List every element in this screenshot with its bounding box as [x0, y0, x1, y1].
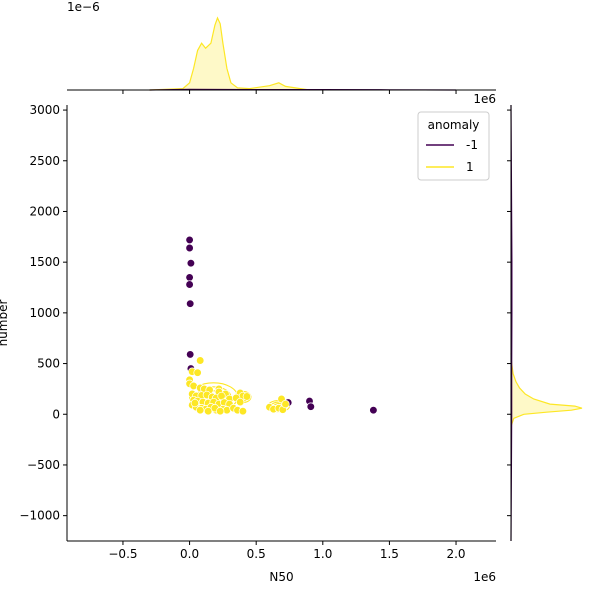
scatter-point--1 — [186, 350, 195, 359]
legend-label--1: -1 — [466, 138, 478, 152]
scatter-point--1 — [186, 259, 196, 268]
scatter-point-1 — [281, 399, 290, 409]
scatter-point-1 — [236, 397, 245, 407]
scatter-point--1 — [186, 299, 195, 308]
x-tick-label: 2.0 — [446, 547, 465, 561]
right-marginal-kde-line--1 — [510, 104, 513, 542]
y-offset-label: 1e6 — [473, 92, 496, 106]
y-tick-label: 2500 — [29, 154, 60, 168]
legend-label-1: 1 — [466, 160, 474, 174]
x-tick-label: 0.0 — [180, 547, 199, 561]
top-marginal-offset-label: 1e−6 — [67, 0, 100, 14]
scatter-point--1 — [369, 406, 378, 415]
x-tick-label: 1.5 — [380, 547, 399, 561]
scatter-point-1 — [190, 398, 200, 408]
x-axis-label: N50 — [269, 570, 293, 584]
scatter-point-1 — [196, 356, 205, 365]
x-offset-label: 1e6 — [473, 570, 496, 584]
right-marginal-plot — [510, 104, 583, 542]
y-tick-label: 0 — [52, 407, 60, 421]
y-axis-label: number — [0, 300, 10, 347]
y-tick-label: −1000 — [19, 509, 60, 523]
scatter-point-1 — [193, 368, 202, 377]
scatter-point-1 — [242, 392, 252, 401]
y-tick-label: 3000 — [29, 103, 60, 117]
scatter-point--1 — [185, 280, 194, 289]
y-tick-label: 500 — [37, 357, 60, 371]
scatter-point--1 — [185, 273, 194, 282]
scatter-point--1 — [185, 243, 194, 253]
axes: −0.5 0.0 0.5 1.0 1.5 2.0 −1000 −500 0 500 1000 1500… — [0, 0, 512, 584]
scatter-point--1 — [306, 402, 315, 411]
right-marginal-kde-fill-1 — [511, 353, 582, 427]
x-tick-label: 0.5 — [247, 547, 266, 561]
top-marginal-kde-line-1 — [149, 16, 310, 91]
x-tick-label: 1.0 — [313, 547, 332, 561]
top-marginal-plot — [149, 16, 457, 91]
scatter-point-1 — [204, 407, 213, 416]
scatter-point--1 — [185, 235, 194, 245]
y-tick-label: 1500 — [29, 255, 60, 269]
scatter-point-1 — [216, 407, 225, 416]
x-tick-label: −0.5 — [108, 547, 137, 561]
legend-box — [417, 111, 490, 181]
legend-title: anomaly — [428, 118, 480, 132]
y-tick-label: 1000 — [29, 306, 60, 320]
scatter-point-1 — [238, 407, 248, 416]
y-tick-label: −500 — [27, 458, 60, 472]
scatter-point-1 — [196, 406, 205, 415]
legend: anomaly -1 1 — [417, 111, 490, 181]
y-tick-label: 2000 — [29, 204, 60, 218]
main-scatter-plot — [185, 235, 378, 416]
right-marginal-kde-line-1 — [510, 353, 583, 427]
